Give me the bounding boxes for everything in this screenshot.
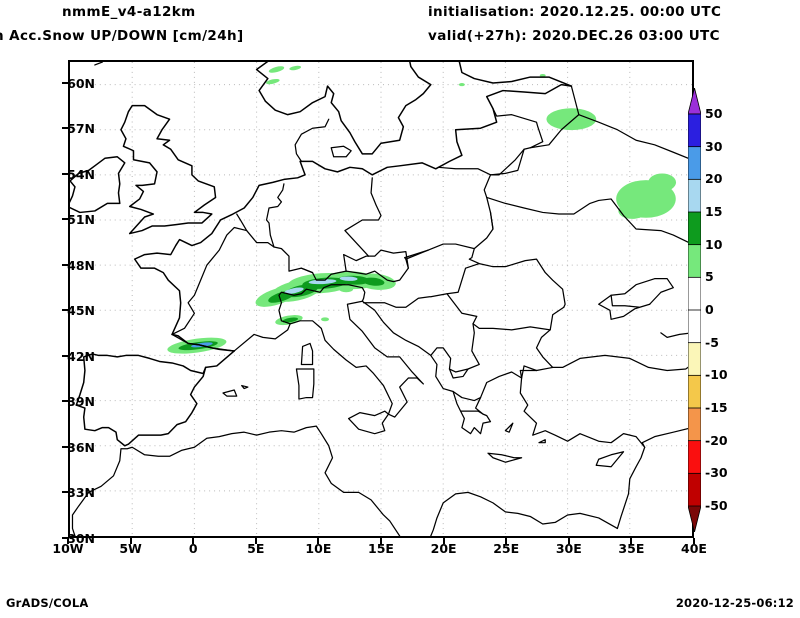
lon-label: 40E — [681, 541, 707, 556]
lon-label: 35E — [618, 541, 645, 556]
colorbar-tick-label: -15 — [705, 400, 728, 415]
map-plot-area — [68, 60, 694, 538]
lon-label: 25E — [493, 541, 520, 556]
lat-tick — [62, 263, 68, 266]
lat-tick — [62, 172, 68, 175]
lon-tick — [505, 538, 508, 544]
lat-tick — [62, 537, 68, 539]
lat-label: 45N — [67, 303, 95, 319]
lat-tick — [62, 309, 68, 312]
colorbar-tick-label: 10 — [705, 236, 723, 252]
colorbar-tick-label: -50 — [705, 498, 728, 513]
lon-tick — [129, 538, 132, 544]
lat-label: 30N — [67, 531, 95, 546]
lon-tick — [67, 538, 69, 544]
lat-tick — [62, 218, 68, 221]
colorbar-tick-label: 0 — [705, 302, 714, 317]
lat-label: 48N — [67, 257, 95, 273]
grid-lines — [70, 62, 692, 536]
colorbar-tick-label: -20 — [705, 432, 728, 448]
colorbar — [688, 88, 701, 532]
coastline-layer — [70, 62, 692, 536]
colorbar-tick-label: -10 — [705, 367, 728, 383]
lat-tick — [62, 445, 68, 448]
lat-tick — [62, 400, 68, 403]
lat-label: 36N — [67, 439, 95, 455]
lon-tick — [442, 538, 445, 544]
lat-tick — [62, 491, 68, 494]
lat-label: 54N — [67, 166, 95, 182]
colorbar-tick-label: 50 — [705, 106, 723, 121]
initialisation-label: initialisation: 2020.12.25. 00:00 UTC — [428, 4, 722, 20]
colorbar-tick-label: 20 — [705, 171, 723, 187]
title-model: nmmE_v4-a12km — [62, 4, 196, 20]
lon-label: 5W — [119, 541, 142, 556]
colorbar-tick-label: -30 — [705, 465, 728, 481]
colorbar-tick-label: 30 — [705, 138, 723, 154]
lat-label: 51N — [67, 212, 95, 228]
colorbar-tick-label: -5 — [705, 334, 719, 350]
lon-label: 30E — [555, 541, 582, 556]
lat-label: 60N — [67, 75, 95, 91]
lon-tick — [254, 538, 257, 544]
lon-tick — [630, 538, 633, 544]
map-svg — [70, 62, 692, 536]
lon-tick — [317, 538, 320, 544]
lat-label: 33N — [67, 485, 95, 501]
lat-tick — [62, 354, 68, 357]
lon-tick — [192, 538, 195, 544]
title-field: n Acc.Snow UP/DOWN [cm/24h] — [0, 28, 244, 44]
lon-label: 5E — [247, 541, 265, 556]
lat-tick — [62, 127, 68, 130]
colorbar-svg — [688, 88, 701, 532]
lat-label: 42N — [67, 348, 95, 364]
colorbar-tick-label: 5 — [705, 269, 714, 285]
lon-tick — [693, 538, 695, 544]
lon-label: 10W — [52, 541, 84, 556]
colorbar-tick-label: 15 — [705, 204, 723, 219]
snow-field-layer — [167, 65, 677, 354]
valid-time-label: valid(+27h): 2020.DEC.26 03:00 UTC — [428, 28, 720, 44]
footer-timestamp: 2020-12-25-06:12 — [675, 596, 794, 610]
footer-credit: GrADS/COLA — [6, 596, 89, 610]
lon-label: 10E — [305, 541, 332, 556]
lon-label: 0 — [188, 541, 198, 556]
lon-label: 15E — [368, 541, 394, 556]
lat-label: 57N — [67, 121, 95, 137]
lon-tick — [567, 538, 570, 544]
lat-label: 39N — [67, 394, 95, 410]
lon-label: 20E — [430, 541, 457, 556]
lat-tick — [62, 81, 68, 84]
lon-tick — [380, 538, 382, 544]
